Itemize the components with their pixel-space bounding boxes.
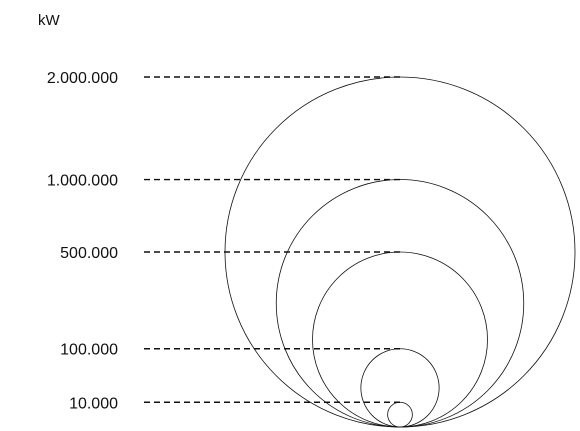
tick-label: 100.000 xyxy=(60,342,118,359)
tick-labels: 2.000.000 1.000.000 500.000 100.000 10.000 xyxy=(47,70,118,412)
tick-label: 500.000 xyxy=(60,245,118,262)
tick-label: 2.000.000 xyxy=(47,70,118,87)
bubble-circle xyxy=(312,251,488,428)
bubble-circle xyxy=(360,348,440,428)
bubble-circle xyxy=(275,179,525,428)
guide-lines xyxy=(144,76,400,403)
tick-label: 10.000 xyxy=(69,395,118,412)
bubble-circles xyxy=(224,76,576,428)
bubble-circle xyxy=(387,401,413,428)
tick-label: 1.000.000 xyxy=(47,173,118,190)
unit-label: kW xyxy=(38,12,61,29)
